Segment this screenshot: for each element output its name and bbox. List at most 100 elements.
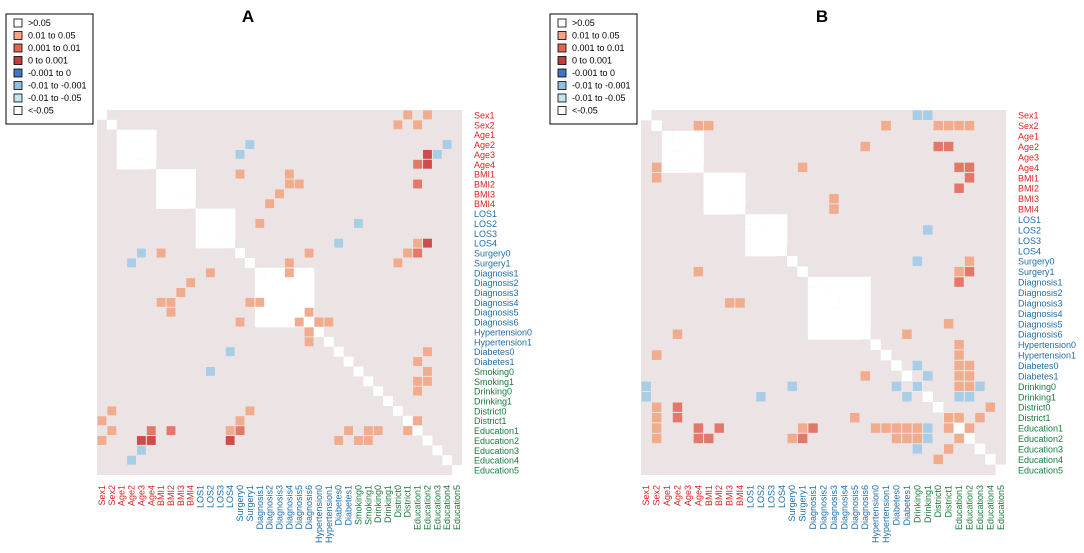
- heatmap-cell: [423, 159, 432, 169]
- heatmap-cell: [353, 436, 363, 445]
- heatmap-cell: [693, 433, 704, 444]
- heatmap-block-cell: [807, 329, 819, 340]
- column-label: Hypertension1: [324, 485, 334, 543]
- heatmap-cell: [423, 149, 432, 159]
- heatmap-cell: [294, 179, 304, 189]
- heatmap-cell: [954, 350, 964, 360]
- heatmap-block-cell: [304, 277, 315, 288]
- heatmap-cell: [314, 317, 324, 327]
- heatmap-block-cell: [776, 214, 788, 226]
- heatmap-block-cell: [136, 139, 147, 150]
- heatmap-cell: [943, 120, 954, 131]
- heatmap-diagonal-cell: [284, 297, 295, 308]
- heatmap-cell: [166, 297, 176, 307]
- row-label: BMI4: [474, 199, 495, 209]
- legend-swatch: [13, 31, 23, 40]
- heatmap-cell: [413, 248, 423, 258]
- column-label: Diagnosis4: [284, 485, 294, 530]
- column-label: BMI4: [186, 485, 196, 506]
- heatmap-cell: [902, 392, 912, 402]
- heatmap-block-cell: [693, 141, 704, 153]
- column-label: Diabetes1: [344, 485, 354, 526]
- heatmap-diagonal-cell: [766, 235, 777, 246]
- heatmap-block-cell: [166, 169, 177, 180]
- heatmap-cell: [413, 159, 423, 169]
- heatmap-cell: [943, 141, 954, 152]
- heatmap-block-cell: [734, 183, 746, 194]
- heatmap-cell: [735, 298, 745, 308]
- heatmap-diagonal-cell: [797, 266, 808, 277]
- heatmap-diagonal-cell: [995, 464, 1006, 475]
- heatmap-cell: [255, 219, 265, 228]
- heatmap-block-cell: [195, 218, 206, 229]
- heatmap-diagonal-cell: [392, 405, 403, 416]
- heatmap-block-cell: [156, 188, 167, 200]
- column-label: District0: [393, 485, 403, 518]
- heatmap-diagonal-cell: [828, 297, 840, 309]
- row-label: Diagnosis5: [1018, 319, 1063, 329]
- heatmap-cell: [672, 329, 683, 339]
- heatmap-cell: [363, 426, 373, 436]
- legend-label: 0 to 0.001: [28, 56, 68, 66]
- heatmap-diagonal-cell: [323, 336, 334, 347]
- panel-b: BSex1Sex2Age1Age2Age3Age4BMI1BMI2BMI3BMI…: [549, 7, 1076, 543]
- heatmap-cell: [797, 162, 808, 173]
- legend-label: -0.001 to 0: [28, 68, 71, 78]
- heatmap-diagonal-cell: [185, 198, 196, 209]
- heatmap-block-cell: [828, 308, 840, 319]
- heatmap-cell: [651, 402, 662, 412]
- column-label: LOS4: [225, 485, 235, 508]
- column-label: Education4: [985, 485, 995, 530]
- heatmap-cell: [235, 169, 245, 179]
- heatmap-block-cell: [776, 235, 788, 246]
- heatmap-cell: [943, 319, 954, 329]
- heatmap-cell: [902, 433, 912, 444]
- heatmap-cell: [912, 360, 923, 371]
- heatmap-block-cell: [116, 149, 127, 160]
- heatmap-cell: [304, 307, 314, 317]
- column-label: BMI1: [704, 485, 714, 506]
- legend-swatch: [13, 93, 23, 103]
- column-label: Age1: [117, 485, 127, 506]
- heatmap-block-cell: [745, 245, 757, 257]
- heatmap-block-cell: [682, 141, 694, 153]
- heatmap-diagonal-cell: [412, 425, 423, 436]
- heatmap-cell: [413, 376, 423, 386]
- heatmap-cell: [294, 317, 304, 327]
- heatmap-cell: [136, 248, 146, 258]
- heatmap-block-cell: [766, 224, 777, 236]
- heatmap-diagonal-cell: [254, 267, 265, 278]
- column-label: Diagnosis2: [265, 485, 275, 530]
- column-label: Sex1: [97, 485, 107, 506]
- column-label: Education5: [996, 485, 1006, 530]
- heatmap-block-cell: [185, 179, 196, 190]
- heatmap-block-cell: [807, 318, 819, 330]
- heatmap-block-cell: [849, 329, 861, 340]
- column-label: BMI2: [714, 485, 724, 506]
- heatmap-cell: [954, 433, 964, 444]
- heatmap-block-cell: [849, 287, 861, 299]
- heatmap-diagonal-cell: [166, 179, 176, 189]
- heatmap-block-cell: [828, 318, 840, 330]
- heatmap-cell: [954, 412, 964, 423]
- row-label: Education4: [474, 456, 519, 466]
- heatmap-cell: [933, 141, 943, 152]
- column-label: Drinking0: [912, 485, 922, 523]
- heatmap-block-cell: [175, 179, 187, 190]
- heatmap-cell: [651, 412, 662, 423]
- heatmap-block-cell: [146, 139, 157, 150]
- row-label: LOS1: [474, 209, 497, 219]
- column-label: Drinking1: [923, 485, 933, 523]
- heatmap-cell: [693, 266, 704, 277]
- heatmap-block-cell: [116, 139, 127, 150]
- heatmap-diagonal-cell: [651, 120, 662, 131]
- heatmap-cell: [176, 288, 186, 297]
- heatmap-block-cell: [116, 159, 127, 170]
- heatmap-diagonal-cell: [985, 454, 996, 465]
- legend-swatch: [557, 81, 567, 90]
- row-label: District0: [474, 406, 507, 416]
- heatmap-block-cell: [755, 245, 767, 257]
- heatmap-diagonal-cell: [422, 435, 433, 446]
- row-label: BMI1: [1018, 173, 1039, 183]
- heatmap-block-cell: [755, 235, 767, 246]
